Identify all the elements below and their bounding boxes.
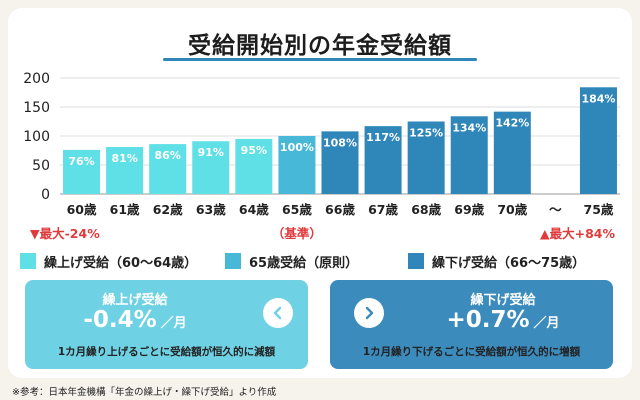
early-rate: -0.4%: [83, 307, 157, 333]
x-tick-label: ～: [549, 202, 562, 217]
legend-label-standard: 65歳受給（原則）: [249, 255, 359, 271]
bar: [149, 144, 187, 194]
annotation-label: ▼最大-24%: [30, 226, 100, 241]
late-rate: +0.7%: [446, 307, 530, 333]
y-tick-label: 100: [23, 129, 50, 145]
legend-item-late: 繰下げ受給（66〜75歳）: [408, 251, 585, 271]
annotation-label: （基準）: [272, 226, 322, 241]
early-box-value: -0.4% ／月: [25, 307, 245, 333]
late-box-note: 1カ月繰り下げるごとに受給額が恒久的に増額: [362, 346, 581, 358]
x-tick-label: 60歳: [67, 202, 97, 217]
source-note: ※参考：日本年金機構「年金の繰上げ・繰下げ受給」より作成: [12, 387, 277, 398]
x-tick-label: 62歳: [153, 202, 183, 217]
y-tick-label: 0: [41, 187, 50, 203]
legend-swatch-early: [20, 253, 36, 269]
bar: [493, 111, 531, 194]
data-label: 184%: [581, 92, 615, 105]
y-tick-label: 150: [23, 100, 50, 116]
x-tick-label: 75歳: [584, 202, 614, 217]
legend-item-early: 繰上げ受給（60〜64歳）: [20, 251, 197, 271]
bar: [63, 149, 101, 194]
data-label: 95%: [241, 144, 267, 157]
data-label: 91%: [198, 146, 224, 159]
chevron-right-icon: [354, 298, 384, 328]
x-tick-label: 65歳: [282, 202, 312, 217]
legend-label-late: 繰下げ受給（66〜75歳）: [432, 255, 586, 271]
legend-swatch-late: [408, 253, 424, 269]
data-label: 76%: [68, 155, 94, 168]
x-tick-label: 63歳: [196, 202, 226, 217]
title-underline: [163, 58, 477, 61]
late-rate-unit: ／月: [533, 316, 560, 331]
legend-label-early: 繰上げ受給（60〜64歳）: [44, 255, 198, 271]
early-box-note: 1カ月繰り上げるごとに受給額が恒久的に減額: [57, 346, 276, 358]
early-info-box: 繰上げ受給 -0.4% ／月 1カ月繰り上げるごとに受給額が恒久的に減額: [25, 280, 308, 369]
data-label: 86%: [155, 149, 181, 162]
data-label: 117%: [366, 131, 400, 144]
x-tick-label: 70歳: [497, 202, 527, 217]
data-label: 81%: [111, 152, 137, 165]
x-tick-label: 64歳: [239, 202, 269, 217]
data-label: 134%: [452, 121, 486, 134]
bar: [278, 136, 316, 194]
bar: [321, 131, 359, 194]
legend-swatch-standard: [225, 253, 241, 269]
y-tick-label: 50: [32, 158, 50, 174]
bar: [192, 141, 230, 194]
x-tick-label: 68歳: [411, 202, 441, 217]
page-title: 受給開始別の年金受給額: [188, 33, 452, 59]
y-tick-label: 200: [23, 71, 50, 87]
data-label: 100%: [280, 141, 314, 154]
x-tick-label: 69歳: [454, 202, 484, 217]
chevron-left-icon: [263, 298, 293, 328]
legend-item-standard: 65歳受給（原則）: [225, 251, 358, 271]
late-box-title: 繰下げ受給: [470, 293, 536, 308]
bar: [235, 138, 273, 194]
x-tick-label: 66歳: [325, 202, 355, 217]
x-tick-label: 67歳: [368, 202, 398, 217]
data-label: 108%: [323, 136, 357, 149]
data-label: 125%: [409, 127, 443, 140]
bar-chart: 0 50 100 150 200 76% 60歳 81% 61歳 86% 62歳 91% 63歳 95% 6…: [23, 71, 620, 241]
x-tick-label: 61歳: [110, 202, 140, 217]
annotation-label: ▲最大+84%: [540, 226, 615, 241]
data-label: 142%: [495, 117, 529, 130]
bar: [106, 147, 144, 194]
late-info-box: 繰下げ受給 +0.7% ／月 1カ月繰り下げるごとに受給額が恒久的に増額: [330, 280, 613, 369]
early-box-title: 繰上げ受給: [102, 293, 168, 308]
bar: [579, 87, 617, 194]
early-rate-unit: ／月: [160, 316, 187, 331]
bar: [450, 116, 488, 194]
late-box-value: +0.7% ／月: [393, 307, 613, 333]
bar: [364, 126, 402, 194]
bar: [407, 121, 445, 194]
